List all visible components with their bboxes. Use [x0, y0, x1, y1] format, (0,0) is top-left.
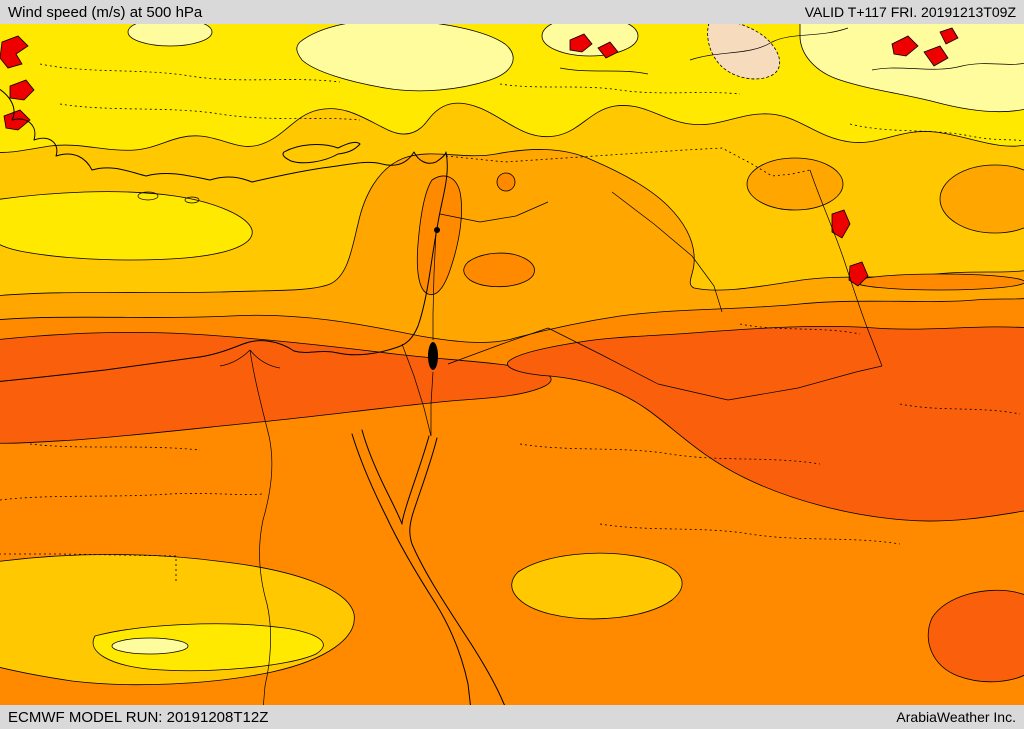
aegean-islet: [184, 196, 200, 204]
band-red-lake-east: [848, 261, 869, 287]
band-yellow-tongue-west: [0, 191, 253, 261]
admin-border-turkey-2: [59, 103, 361, 121]
nile-river: [249, 349, 273, 705]
border-israel-jordan-south: [430, 371, 434, 436]
coastline-gulf-of-suez-east: [361, 429, 403, 525]
band-pale-yellow-west: [127, 24, 213, 47]
header-bar: Wind speed (m/s) at 500 hPa VALID T+117 …: [0, 0, 1024, 24]
band-red-northeast-3: [939, 27, 959, 45]
wind-speed-map: [0, 24, 1024, 705]
admin-border-iran-north: [849, 123, 1024, 142]
jet-core-west: [0, 331, 552, 444]
jet-core-east: [507, 325, 1024, 522]
band-orange-spot-levant: [416, 175, 462, 296]
band-yellow-southwest: [92, 623, 324, 672]
map-area: [0, 24, 1024, 705]
map-title: Wind speed (m/s) at 500 hPa: [8, 3, 203, 21]
coastline-northeast-1: [689, 27, 849, 61]
admin-border-east: [899, 403, 1021, 415]
band-red-northeast-2: [923, 45, 949, 67]
band-gold-south-center: [511, 552, 683, 620]
band-pale-yellow-southwest: [111, 637, 189, 655]
jet-core-southeast: [927, 589, 1024, 683]
band-orange-core-eastband: [854, 273, 1024, 291]
coastline-mediterranean: [0, 88, 448, 382]
band-red-lake-urmia: [831, 209, 851, 239]
band-amber-patch-zagros: [746, 157, 844, 211]
footer-bar: ECMWF MODEL RUN: 20191208T12Z ArabiaWeat…: [0, 705, 1024, 729]
lake-shoreline-anatolia: [559, 67, 649, 75]
nile-delta-branch-east: [249, 349, 281, 369]
band-red-anatolia-1: [569, 33, 593, 53]
band-pale-yellow-anatolia: [296, 24, 514, 92]
band-pale-yellow-northeast: [799, 24, 1024, 113]
rhodes-island: [137, 191, 159, 201]
border-jordan-saudi-iraq: [447, 327, 883, 401]
admin-border-saudi-1: [519, 443, 821, 465]
nile-delta-branch-west: [219, 349, 251, 367]
admin-border-turkey-1: [39, 63, 341, 83]
coastline-gulf-of-suez-west: [351, 433, 471, 705]
admin-border-turkey-3: [499, 83, 741, 95]
band-red-aegean-1: [0, 35, 29, 69]
border-israel-jordan-north: [432, 231, 437, 340]
coastline-gulf-of-aqaba-west: [401, 435, 430, 525]
band-orange-spot-jordan: [463, 252, 535, 288]
band-red-anatolia-2: [597, 41, 619, 59]
admin-border-egypt-2: [29, 443, 201, 451]
band-amber-patch-east: [939, 164, 1024, 234]
band-orange-spot-syria: [496, 172, 516, 192]
coastline-northeast-2: [871, 62, 1024, 71]
border-syria-iraq: [611, 191, 723, 313]
brand-label: ArabiaWeather Inc.: [896, 709, 1016, 725]
border-iraq-iran: [809, 169, 883, 367]
model-run-label: ECMWF MODEL RUN: 20191208T12Z: [8, 708, 269, 726]
border-egypt-sudan: [0, 553, 177, 584]
admin-border-egypt-1: [0, 493, 263, 501]
band-red-northeast-1: [891, 35, 919, 57]
admin-border-iraq: [739, 323, 861, 335]
valid-time-label: VALID T+117 FRI. 20191213T09Z: [804, 4, 1016, 20]
sea-of-galilee: [434, 227, 440, 233]
border-egypt-israel: [401, 343, 432, 437]
border-syria-jordan: [439, 201, 549, 223]
coastline-red-sea-east: [409, 437, 506, 705]
admin-border-saudi-2: [599, 523, 901, 545]
band-red-aegean-3: [3, 109, 31, 131]
dead-sea: [428, 342, 438, 370]
band-red-aegean-2: [9, 79, 35, 101]
cyprus-island: [282, 141, 361, 164]
